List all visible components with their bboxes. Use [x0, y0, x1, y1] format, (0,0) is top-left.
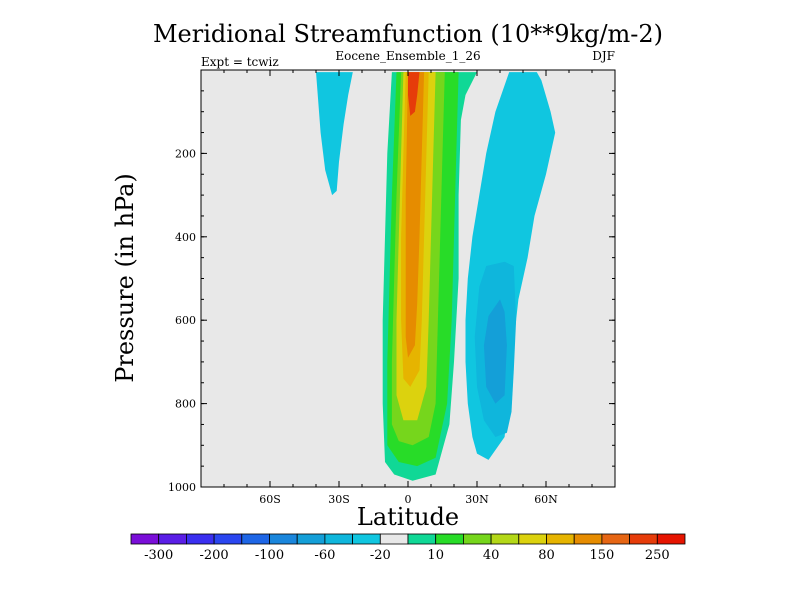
- chart-subtitle-right: DJF: [592, 49, 615, 63]
- colorbar-swatch: [629, 533, 658, 545]
- colorbar-swatch: [130, 533, 160, 545]
- x-axis-ticks: 60S 30S 0 30N 60N: [200, 70, 616, 506]
- colorbar-swatch: [379, 533, 409, 545]
- x-axis-label: Latitude: [357, 503, 459, 531]
- contour-positive-cell-150: [405, 72, 425, 358]
- y-tick-label: 600: [175, 314, 196, 327]
- colorbar-label: 10: [427, 548, 444, 563]
- colorbar-swatch: [158, 533, 187, 545]
- contour-northern-negative-center: [483, 299, 507, 404]
- colorbar-swatch: [269, 533, 298, 545]
- colorbar-swatch: [490, 533, 520, 545]
- x-tick-label: 60N: [534, 493, 558, 506]
- colorbar-swatch: [462, 533, 492, 545]
- x-tick-label: 30S: [328, 493, 350, 506]
- chart-title: Meridional Streamfunction (10**9kg/m-2): [153, 20, 663, 48]
- chart-subtitle-left: Expt = tcwiz: [201, 55, 279, 69]
- colorbar-swatch: [601, 533, 631, 545]
- contour-layer: [316, 72, 556, 481]
- colorbar-swatch: [546, 533, 575, 545]
- colorbar-swatch: [656, 533, 686, 545]
- y-axis-ticks: 200 400 600 800 1000: [168, 69, 615, 494]
- x-tick-label: 30N: [465, 493, 489, 506]
- y-tick-label: 200: [175, 147, 196, 160]
- colorbar: -300 -200 -100 -60 -20 10 40 80 150 250: [130, 533, 686, 563]
- y-tick-label: 800: [175, 398, 196, 411]
- colorbar-label: -200: [199, 548, 228, 563]
- colorbar-swatch: [435, 533, 464, 545]
- contour-positive-cell-250: [408, 72, 420, 116]
- colorbar-label: -60: [314, 548, 335, 563]
- colorbar-swatch: [573, 533, 603, 545]
- colorbar-label: 40: [483, 548, 500, 563]
- colorbar-label: -300: [144, 548, 173, 563]
- x-tick-label: 60S: [259, 493, 281, 506]
- colorbar-swatch: [296, 533, 326, 545]
- colorbar-label: 150: [589, 548, 614, 563]
- colorbar-label: -100: [255, 548, 284, 563]
- colorbar-swatch: [518, 533, 547, 545]
- colorbar-label: 250: [645, 548, 670, 563]
- chart-subtitle-center: Eocene_Ensemble_1_26: [335, 49, 480, 63]
- colorbar-swatch: [213, 533, 243, 545]
- colorbar-swatch: [352, 533, 381, 545]
- x-tick-label: 0: [405, 493, 412, 506]
- colorbar-swatch: [407, 533, 437, 545]
- colorbar-label: 80: [538, 548, 555, 563]
- contour-southern-negative: [316, 72, 353, 196]
- y-tick-label: 400: [175, 231, 196, 244]
- colorbar-swatch: [324, 533, 353, 545]
- colorbar-swatch: [241, 533, 270, 545]
- y-axis-label: Pressure (in hPa): [111, 173, 139, 383]
- y-tick-label: 1000: [168, 481, 196, 494]
- colorbar-label: -20: [370, 548, 391, 563]
- colorbar-swatch: [185, 533, 215, 545]
